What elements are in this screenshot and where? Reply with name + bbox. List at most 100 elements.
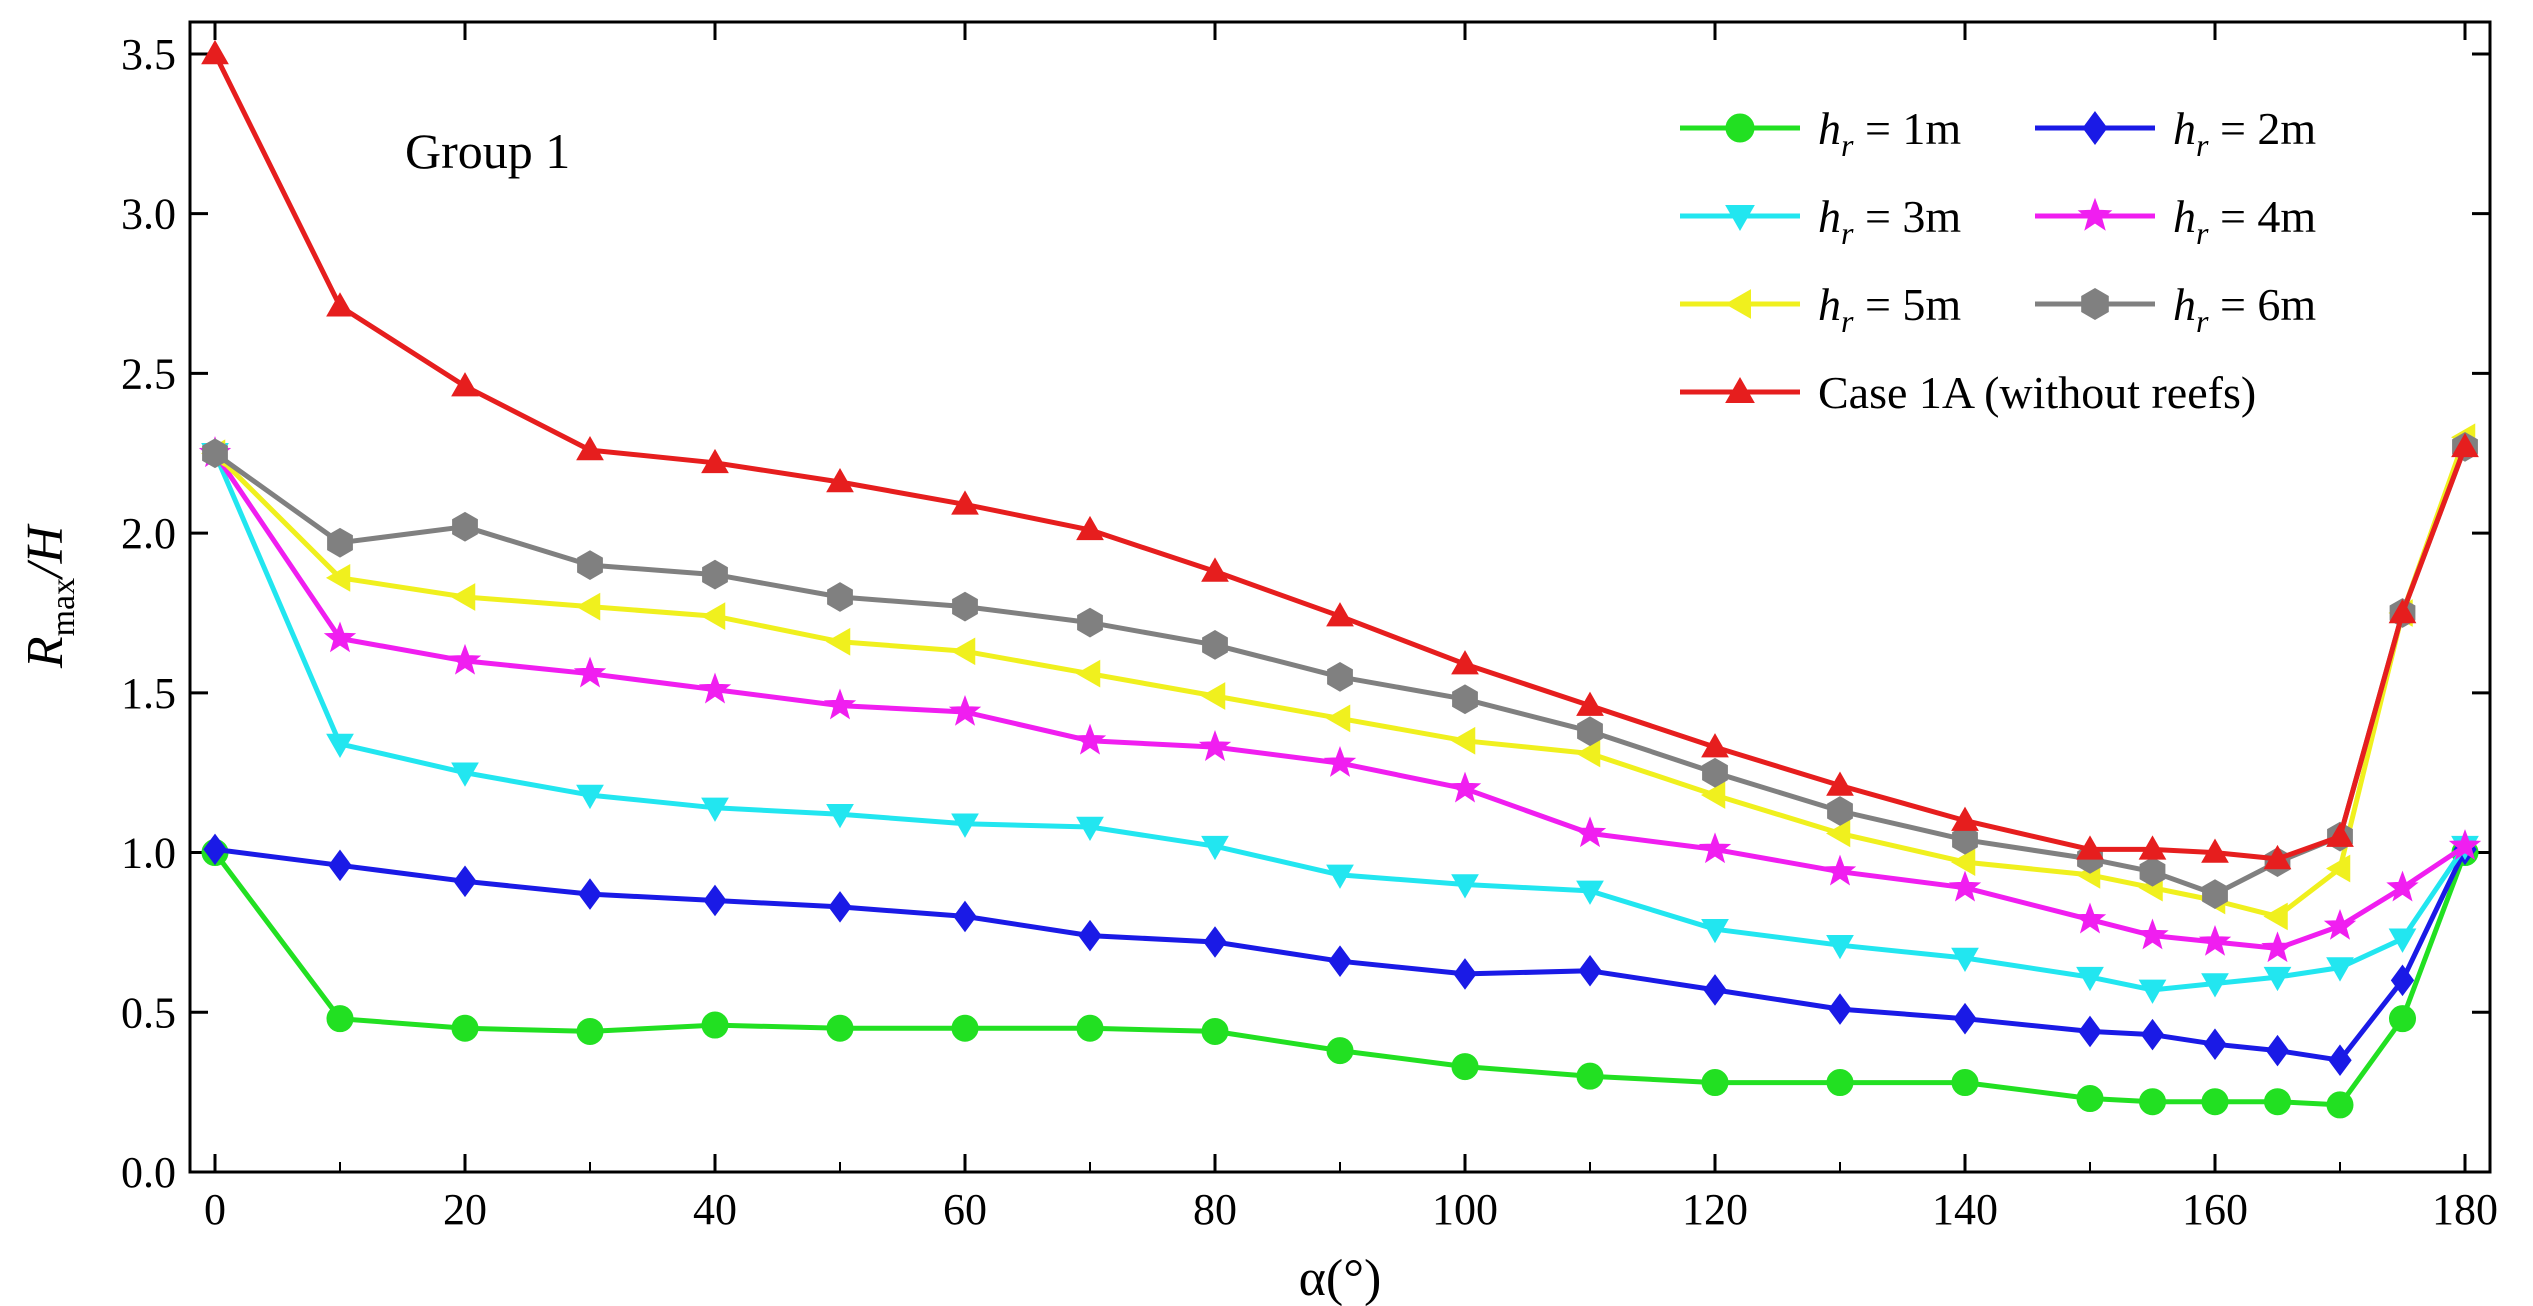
data-point bbox=[1326, 602, 1354, 627]
data-point bbox=[323, 621, 357, 653]
data-point bbox=[2136, 918, 2169, 950]
data-point bbox=[1203, 926, 1227, 958]
data-point bbox=[828, 891, 852, 923]
data-point bbox=[326, 292, 354, 317]
data-point bbox=[578, 878, 602, 910]
data-point bbox=[2138, 979, 2167, 1004]
legend-item: hr = 4m bbox=[2035, 191, 2316, 251]
data-point bbox=[700, 602, 726, 631]
x-tick-label: 120 bbox=[1682, 1185, 1748, 1234]
legend-item: hr = 5m bbox=[1680, 279, 1961, 339]
legend-label: hr = 3m bbox=[1818, 191, 1961, 251]
data-point bbox=[2448, 829, 2482, 860]
data-point bbox=[451, 1014, 479, 1042]
y-tick-label: 1.5 bbox=[121, 669, 176, 718]
x-tick-label: 80 bbox=[1193, 1185, 1237, 1234]
data-point bbox=[2388, 928, 2417, 953]
data-point bbox=[2326, 822, 2354, 847]
series-line bbox=[213, 446, 2468, 897]
y-tick-label: 0.5 bbox=[121, 988, 176, 1037]
data-point bbox=[1077, 607, 1103, 638]
data-point bbox=[2076, 1085, 2104, 1113]
x-tick-label: 140 bbox=[1932, 1185, 1998, 1234]
data-point bbox=[1076, 515, 1104, 541]
data-point bbox=[1576, 1062, 1604, 1090]
data-point bbox=[1578, 954, 1602, 987]
data-point bbox=[826, 1014, 854, 1042]
data-point bbox=[701, 797, 729, 822]
data-point bbox=[951, 1014, 979, 1042]
data-point bbox=[1327, 662, 1353, 692]
axis-ticks: 0 20 40 60 80 100 120 140 160 180 0.0 0.5 1.0 1.5 2.0 2… bbox=[121, 22, 2498, 1234]
series-line bbox=[214, 846, 2468, 1063]
data-point bbox=[448, 643, 482, 675]
data-point bbox=[953, 900, 977, 933]
legend-marker bbox=[1724, 289, 1751, 319]
x-axis-label: α(°) bbox=[1299, 1250, 1382, 1306]
data-point bbox=[825, 627, 851, 656]
y-tick-label: 3.0 bbox=[121, 190, 176, 239]
data-point bbox=[1701, 918, 1729, 944]
legend-marker bbox=[2077, 197, 2113, 231]
series-7 bbox=[201, 39, 2479, 870]
data-point bbox=[951, 490, 979, 515]
data-point bbox=[1075, 659, 1101, 688]
data-point bbox=[2138, 835, 2167, 860]
data-point bbox=[2140, 1018, 2165, 1051]
legend-item: hr = 3m bbox=[1680, 191, 1961, 251]
y-tick-label: 2.0 bbox=[121, 509, 176, 558]
data-point bbox=[2201, 973, 2229, 998]
series-layer bbox=[198, 39, 2482, 1119]
data-point bbox=[1700, 781, 1726, 809]
data-point bbox=[2264, 1088, 2291, 1116]
data-point bbox=[703, 884, 727, 917]
legend-label: hr = 1m bbox=[1818, 103, 1961, 163]
data-point bbox=[1826, 1069, 1854, 1097]
data-point bbox=[2389, 1005, 2416, 1033]
data-point bbox=[2076, 835, 2104, 860]
data-point bbox=[326, 1005, 354, 1033]
x-tick-label: 160 bbox=[2182, 1185, 2248, 1234]
data-point bbox=[823, 688, 857, 720]
data-point bbox=[2326, 1091, 2354, 1119]
group-annotation: Group 1 bbox=[405, 123, 570, 179]
data-point bbox=[1451, 650, 1479, 675]
data-point bbox=[450, 583, 476, 611]
data-point bbox=[1201, 835, 1229, 861]
data-point bbox=[2198, 924, 2232, 956]
data-point bbox=[453, 865, 477, 898]
data-point bbox=[701, 448, 729, 474]
data-point bbox=[2451, 432, 2479, 458]
data-point bbox=[202, 438, 228, 469]
data-point bbox=[1948, 870, 1982, 902]
data-point bbox=[2139, 1088, 2166, 1116]
data-point bbox=[1576, 880, 1604, 905]
data-point bbox=[2078, 1015, 2102, 1048]
y-tick-label: 1.0 bbox=[121, 829, 176, 878]
legend-marker bbox=[2082, 111, 2108, 145]
data-point bbox=[1453, 958, 1477, 990]
y-tick-label: 3.5 bbox=[121, 30, 176, 79]
data-point bbox=[1323, 746, 1357, 777]
data-point bbox=[950, 637, 976, 666]
data-point bbox=[328, 849, 352, 882]
data-point bbox=[1078, 919, 1102, 952]
data-point bbox=[1951, 806, 1979, 831]
x-tick-label: 60 bbox=[943, 1185, 987, 1234]
legend-marker bbox=[1725, 376, 1755, 403]
data-point bbox=[1952, 824, 1978, 855]
data-point bbox=[1448, 771, 1482, 803]
legend-item: hr = 6m bbox=[2035, 279, 2316, 339]
x-tick-label: 100 bbox=[1432, 1185, 1498, 1234]
data-point bbox=[2263, 844, 2292, 870]
data-point bbox=[2076, 966, 2104, 992]
legend-label: hr = 2m bbox=[2173, 103, 2316, 163]
data-point bbox=[2390, 964, 2415, 997]
data-point bbox=[1703, 974, 1727, 1006]
data-point bbox=[2139, 856, 2166, 887]
y-axis-label: Rmax/H bbox=[17, 523, 82, 669]
series-line bbox=[212, 52, 2468, 862]
data-point bbox=[326, 733, 354, 758]
data-point bbox=[1073, 723, 1107, 755]
